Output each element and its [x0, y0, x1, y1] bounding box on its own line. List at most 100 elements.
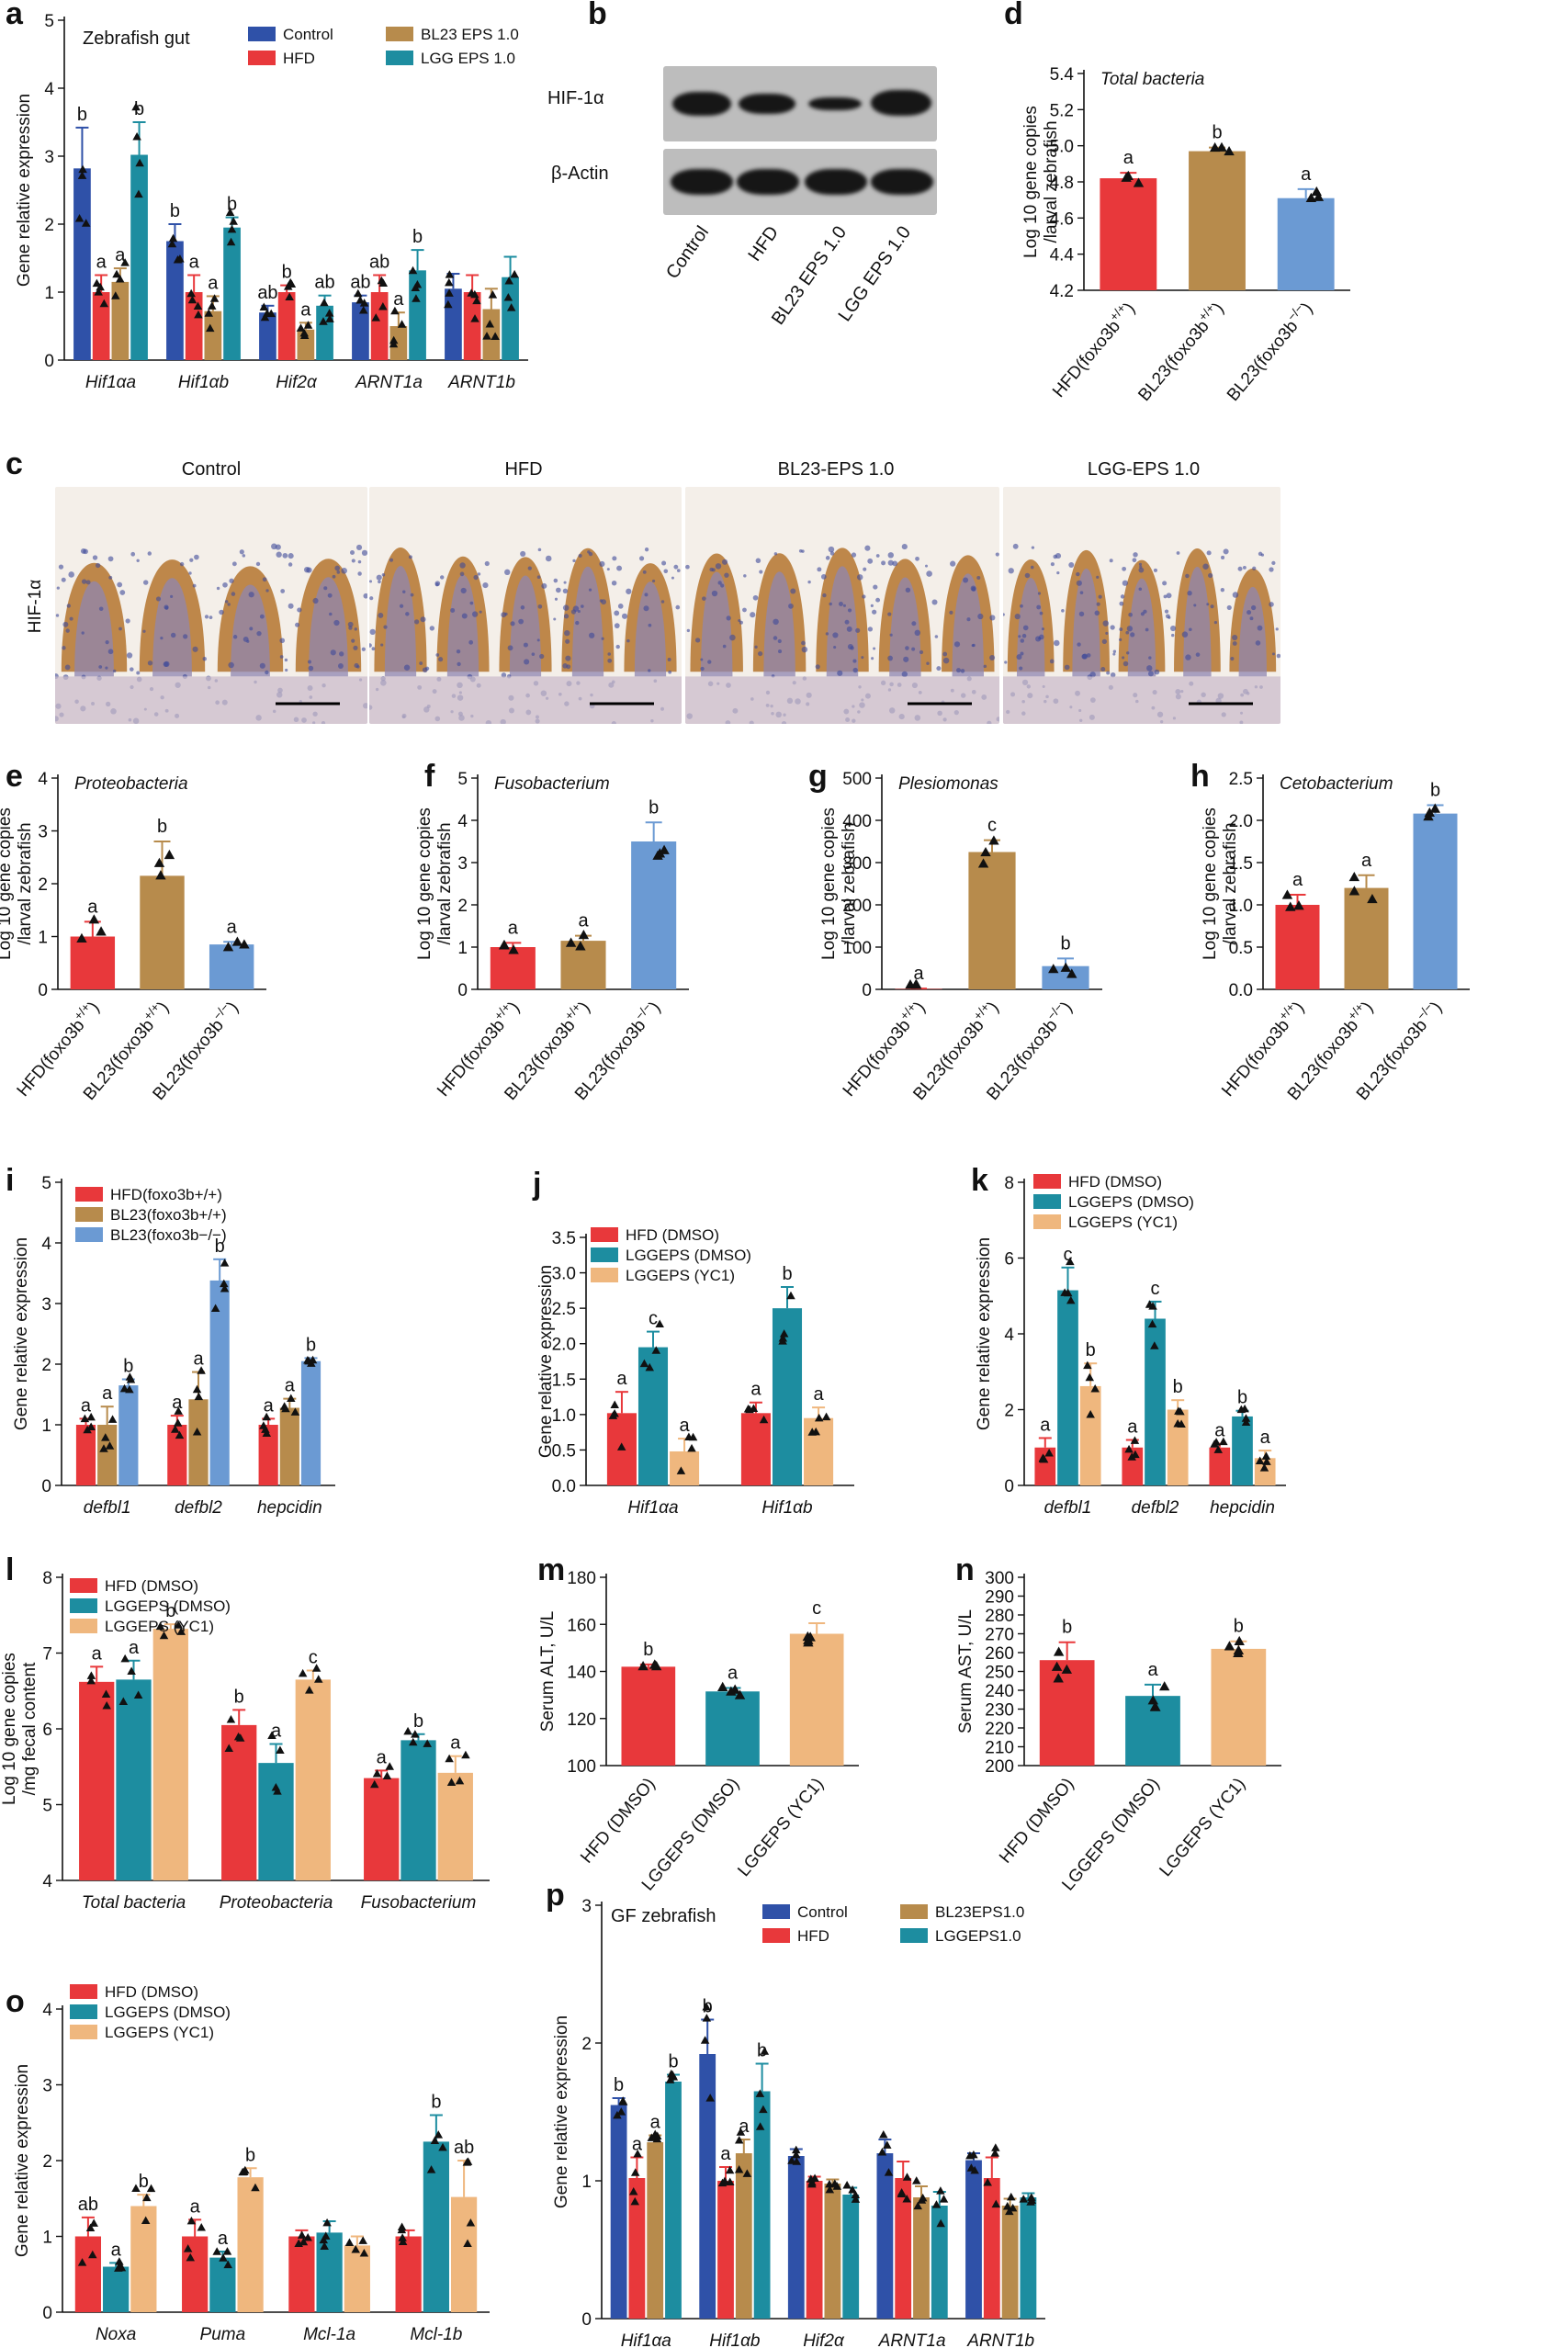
sig-letter-a: a — [115, 245, 126, 265]
data-point-p — [725, 2165, 735, 2174]
nucleus — [1220, 588, 1225, 593]
panel-letter-n: n — [955, 1552, 975, 1587]
nucleus — [1223, 548, 1229, 555]
nucleus — [1120, 594, 1125, 599]
nucleus — [125, 618, 130, 624]
x-tick-label-j: Hif1αb — [761, 1498, 812, 1518]
nucleus — [249, 627, 254, 631]
nucleus — [606, 568, 610, 571]
bar-j — [804, 1417, 834, 1485]
data-point-a — [472, 296, 481, 305]
data-point-a — [378, 278, 389, 288]
nucleus — [983, 664, 987, 669]
nucleus — [194, 554, 199, 560]
data-point-p — [883, 2140, 892, 2149]
nucleus — [724, 572, 729, 578]
bar-l — [79, 1681, 115, 1880]
data-point-a — [491, 332, 500, 341]
nucleus — [588, 551, 593, 557]
data-point-o — [219, 2253, 228, 2262]
chart-title-d: Total bacteria — [1100, 70, 1204, 89]
histology-image-lgg — [1003, 487, 1280, 724]
nucleus — [976, 575, 981, 580]
nucleus — [1232, 641, 1237, 646]
legend-label-i: BL23(foxo3b−/−) — [110, 1226, 227, 1244]
nucleus — [820, 573, 827, 580]
bar-h — [1275, 905, 1320, 989]
data-point-o — [223, 2260, 232, 2269]
nucleus — [403, 664, 411, 671]
data-point-a — [112, 269, 121, 278]
data-point-n — [1051, 1661, 1063, 1671]
legend-label-a: BL23 EPS 1.0 — [421, 26, 519, 43]
bar-a — [370, 292, 389, 360]
bar-l — [400, 1740, 436, 1880]
nucleus — [1019, 666, 1023, 671]
data-point-i — [262, 1428, 272, 1437]
data-point-l — [305, 1686, 314, 1694]
nucleus — [304, 566, 310, 573]
sig-letter-h: a — [1292, 870, 1303, 890]
x-tick-label-a: Hif1αb — [178, 373, 229, 392]
chart-title-f: Fusobacterium — [494, 774, 610, 794]
y-axis-label-m: Serum ALT, U/L — [538, 1611, 558, 1733]
histology-texture — [685, 487, 999, 724]
nucleus — [942, 657, 950, 664]
x-tick-label-o: Mcl-1b — [410, 2325, 462, 2344]
bar-p — [699, 2054, 716, 2319]
nucleus — [473, 574, 479, 581]
nucleus — [867, 558, 874, 564]
hist-row-label: HIF-1α — [26, 580, 45, 634]
sig-letter-a: b — [227, 195, 237, 215]
data-point-o — [186, 2252, 196, 2262]
nucleus — [105, 666, 108, 670]
data-point-l — [461, 1750, 470, 1759]
y-tick-label-e: 1 — [38, 929, 48, 948]
data-point-j — [684, 1432, 694, 1440]
data-point-i — [86, 1422, 96, 1430]
data-point-a — [504, 277, 513, 285]
chart-title-e: Proteobacteria — [74, 774, 188, 794]
data-point-f — [575, 941, 586, 951]
nucleus — [1098, 594, 1102, 599]
data-point-i — [220, 1283, 230, 1293]
data-point-p — [969, 2150, 978, 2159]
nucleus — [577, 609, 581, 614]
sig-letter-p: a — [720, 2144, 731, 2164]
bar-n — [1211, 1648, 1267, 1766]
nucleus — [565, 638, 570, 644]
data-point-a — [506, 303, 516, 311]
nucleus — [1018, 635, 1021, 638]
y-tick-label-o: 1 — [42, 2229, 52, 2248]
nucleus — [108, 575, 113, 580]
nucleus — [956, 668, 962, 673]
data-point-i — [210, 1304, 220, 1312]
data-point-p — [1007, 2192, 1016, 2201]
nucleus — [68, 571, 74, 578]
data-point-i — [119, 1383, 130, 1393]
bar-k — [1145, 1318, 1166, 1485]
sig-letter-h: b — [1430, 780, 1440, 800]
nucleus — [117, 581, 123, 588]
bar-k — [1232, 1416, 1253, 1485]
x-tick-label-i: defbl2 — [175, 1498, 222, 1518]
data-point-o — [462, 2158, 472, 2166]
nucleus — [1100, 667, 1106, 672]
nucleus — [107, 649, 114, 655]
data-point-o — [299, 2237, 309, 2246]
nucleus — [118, 627, 122, 631]
nucleus — [919, 649, 924, 655]
nucleus — [209, 615, 213, 619]
y-tick-label-h: 2.0 — [1229, 812, 1253, 831]
sig-letter-f: a — [508, 918, 519, 938]
data-point-p — [791, 2150, 801, 2159]
data-point-a — [324, 309, 334, 317]
nucleus — [1195, 652, 1201, 657]
nucleus — [828, 546, 835, 553]
nucleus — [1140, 612, 1145, 616]
legend-label-a: LGG EPS 1.0 — [421, 50, 515, 67]
data-point-a — [303, 321, 313, 329]
legend-label-o: HFD (DMSO) — [105, 1983, 198, 2001]
data-point-a — [193, 301, 203, 310]
wb-band-hif-hfd — [739, 94, 795, 114]
